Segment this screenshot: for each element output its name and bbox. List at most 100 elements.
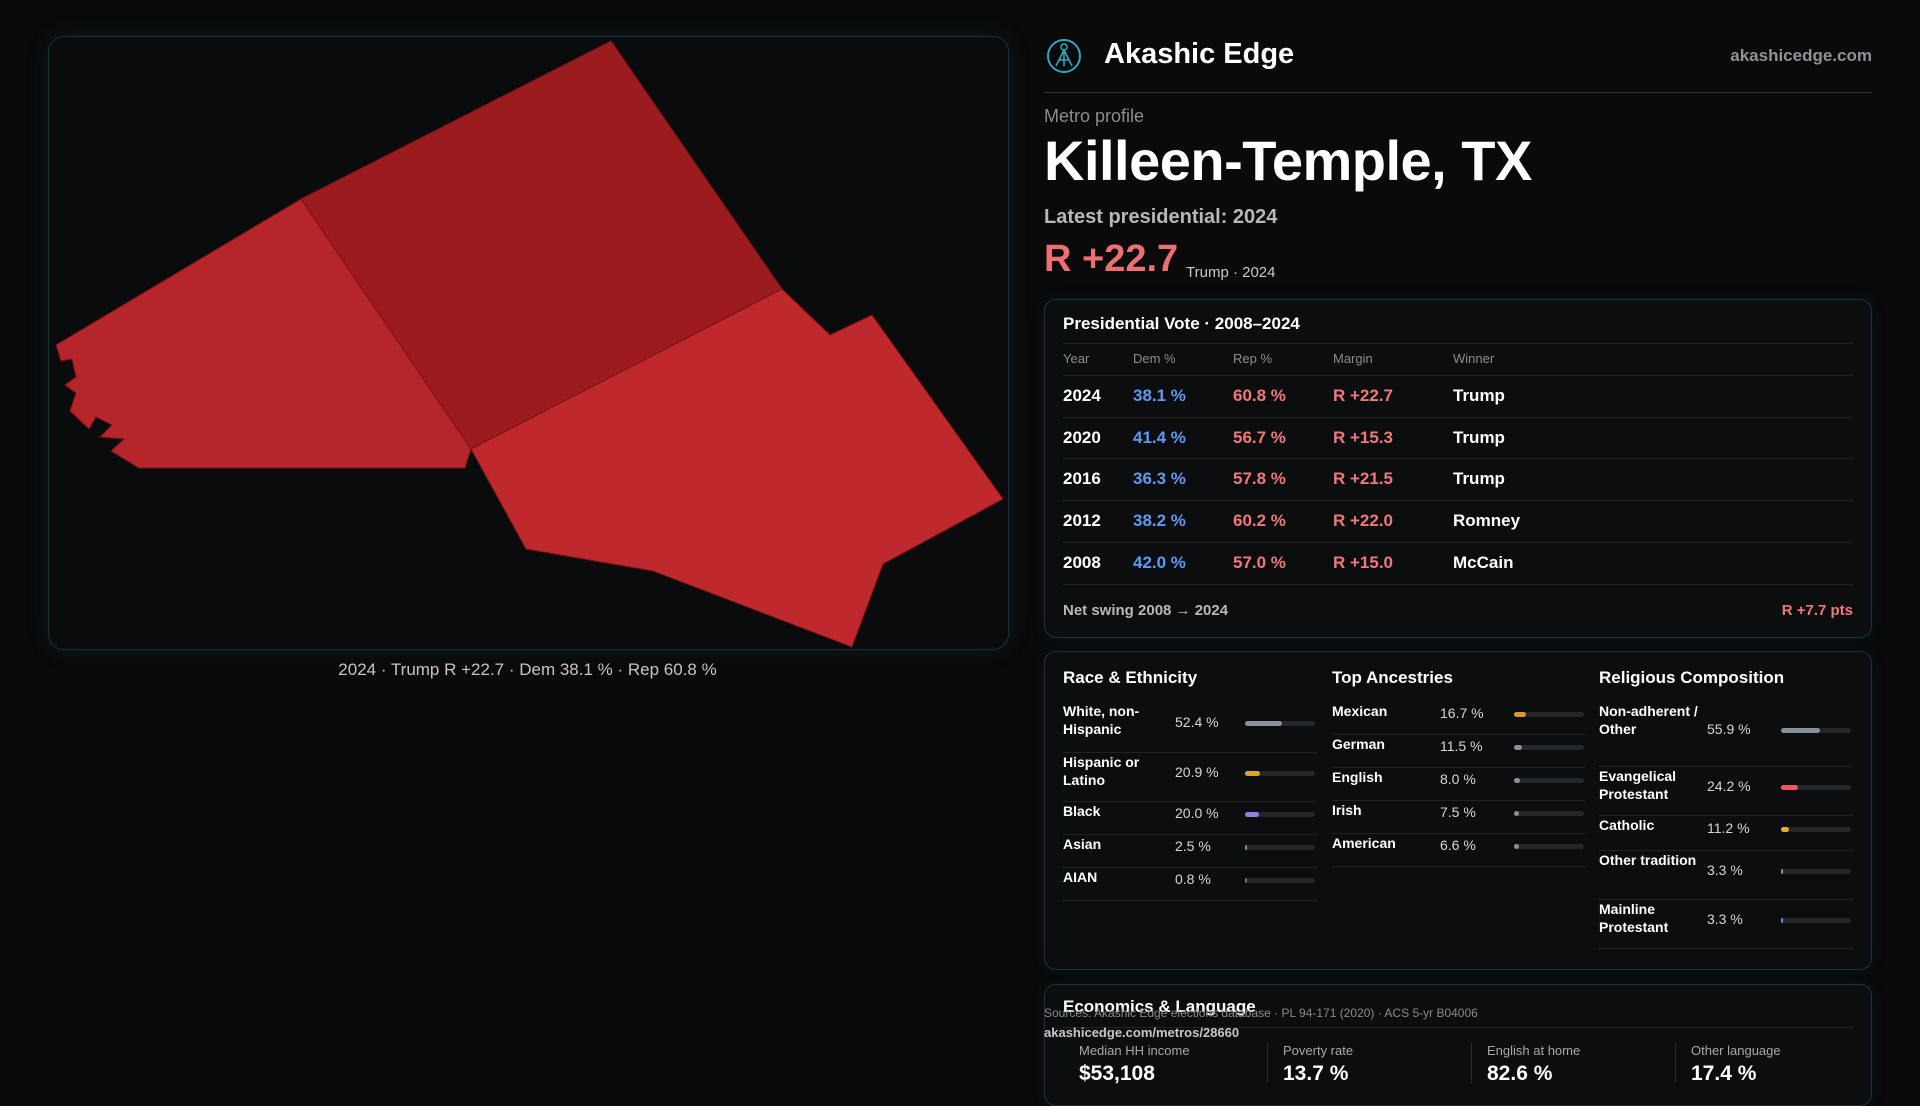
religion-row: Other tradition 3.3 %: [1599, 851, 1853, 900]
map-caption: 2024 · Trump R +22.7 · Dem 38.1 % · Rep …: [338, 660, 717, 679]
ancestry-bar-track: [1514, 843, 1584, 849]
divider: [1063, 1027, 1853, 1028]
cell-margin: R +22.0: [1333, 511, 1394, 530]
race-bar-track: [1245, 844, 1315, 850]
header-winner: Winner: [1453, 351, 1495, 366]
ancestry-row: Mexican 16.7 %: [1332, 702, 1586, 735]
race-label: White, non-Hispanic: [1063, 703, 1140, 737]
race-row: White, non-Hispanic 52.4 %: [1063, 702, 1317, 753]
map-panel[interactable]: [48, 36, 1009, 650]
county-shape-west[interactable]: [55, 198, 472, 469]
net-swing-value: R +7.7 pts: [1781, 602, 1853, 619]
latest-margin: R +22.7: [1044, 238, 1179, 280]
religion-label: Catholic: [1599, 817, 1655, 833]
ancestry-pct: 7.5 %: [1440, 804, 1476, 820]
race-row: Hispanic or Latino 20.9 %: [1063, 753, 1317, 802]
table-row: 2024 38.1 % 60.8 % R +22.7 Trump: [1063, 375, 1853, 417]
header-margin: Margin: [1333, 351, 1373, 366]
cell-dem: 38.1 %: [1133, 386, 1186, 405]
cell-rep: 56.7 %: [1233, 428, 1286, 447]
ancestry-row: American 6.6 %: [1332, 834, 1586, 867]
cell-winner: Romney: [1453, 511, 1521, 530]
cell-dem: 38.2 %: [1133, 511, 1186, 530]
economics-card: Economics & Language Median HH income $5…: [1044, 984, 1872, 1106]
race-row: AIAN 0.8 %: [1063, 868, 1317, 901]
table-row: 2020 41.4 % 56.7 % R +15.3 Trump: [1063, 417, 1853, 459]
page-url-link[interactable]: akashicedge.com/metros/28660: [1044, 1025, 1240, 1040]
religion-label: Non-adherent / Other: [1599, 703, 1698, 737]
stat-value: 13.7 %: [1283, 1062, 1349, 1085]
cell-winner: McCain: [1453, 553, 1514, 572]
stat-label: Poverty rate: [1283, 1043, 1354, 1058]
race-row: Black 20.0 %: [1063, 802, 1317, 835]
divider: [1471, 1043, 1472, 1083]
stat-label: Other language: [1691, 1043, 1781, 1058]
stat-label: English at home: [1487, 1043, 1581, 1058]
race-bar-fill: [1245, 720, 1282, 726]
header-year: Year: [1063, 351, 1090, 366]
religion-pct: 11.2 %: [1707, 820, 1750, 836]
vote-table-title: Presidential Vote · 2008–2024: [1063, 314, 1300, 333]
cell-winner: Trump: [1453, 469, 1505, 488]
stat-median-income: Median HH income $53,108: [1079, 1043, 1190, 1086]
cell-winner: Trump: [1453, 386, 1505, 405]
religion-bar-fill: [1781, 826, 1789, 832]
ancestry-bar-track: [1514, 711, 1584, 717]
stat-value: 82.6 %: [1487, 1062, 1553, 1085]
metro-map[interactable]: [49, 37, 1008, 649]
page-title: Killeen-Temple, TX: [1044, 129, 1532, 192]
religion-row: Catholic 11.2 %: [1599, 816, 1853, 851]
stat-value: $53,108: [1079, 1062, 1155, 1085]
header-dem: Dem %: [1133, 351, 1176, 366]
header-rep: Rep %: [1233, 351, 1273, 366]
ancestry-bar-track: [1514, 777, 1584, 783]
race-pct: 52.4 %: [1175, 714, 1219, 730]
race-pct: 20.9 %: [1175, 764, 1219, 780]
religion-pct: 55.9 %: [1707, 721, 1751, 737]
race-label: Black: [1063, 803, 1101, 819]
site-link[interactable]: akashicedge.com: [1730, 46, 1872, 65]
religion-bar-fill: [1781, 868, 1784, 874]
religion-bar-fill: [1781, 727, 1821, 733]
county-shape-south[interactable]: [470, 288, 1004, 648]
race-bar-fill: [1245, 770, 1260, 776]
latest-margin-sub: Trump · 2024: [1186, 264, 1276, 281]
cell-year: 2012: [1063, 511, 1101, 530]
cell-year: 2008: [1063, 553, 1101, 572]
religion-pct: 24.2 %: [1707, 778, 1751, 794]
ancestry-label: Mexican: [1332, 703, 1388, 719]
race-pct: 20.0 %: [1175, 805, 1219, 821]
ancestry-title: Top Ancestries: [1332, 668, 1453, 687]
cell-margin: R +15.3: [1333, 428, 1394, 447]
table-row: 2016 36.3 % 57.8 % R +21.5 Trump: [1063, 458, 1853, 500]
demographics-card: Race & Ethnicity White, non-Hispanic 52.4…: [1044, 651, 1872, 970]
religion-bar-track: [1781, 784, 1851, 790]
race-bar-fill: [1245, 877, 1247, 883]
race-pct: 0.8 %: [1175, 871, 1211, 887]
cell-dem: 36.3 %: [1133, 469, 1186, 488]
ancestry-bar-track: [1514, 744, 1584, 750]
vote-table-card: Presidential Vote · 2008–2024 Year Dem %…: [1044, 299, 1872, 638]
religion-bar-track: [1781, 917, 1851, 923]
net-swing-label: Net swing 2008 → 2024: [1063, 602, 1229, 619]
cell-dem: 41.4 %: [1133, 428, 1186, 447]
divider: [1063, 343, 1853, 344]
religion-label: Evangelical Protestant: [1599, 768, 1677, 802]
stat-poverty-rate: Poverty rate 13.7 %: [1283, 1043, 1353, 1086]
race-label: Asian: [1063, 836, 1102, 852]
race-label: AIAN: [1063, 869, 1098, 885]
race-bar-fill: [1245, 811, 1259, 817]
table-row: 2008 42.0 % 57.0 % R +15.0 McCain: [1063, 542, 1853, 585]
ancestry-bar-fill: [1514, 843, 1519, 849]
cell-margin: R +22.7: [1333, 386, 1394, 405]
race-bar-track: [1245, 720, 1315, 726]
stat-value: 17.4 %: [1691, 1062, 1757, 1085]
divider: [1267, 1043, 1268, 1083]
cell-rep: 60.2 %: [1233, 511, 1286, 530]
religion-pct: 3.3 %: [1707, 911, 1743, 927]
ancestry-bar-track: [1514, 810, 1584, 816]
latest-label: Latest presidential: 2024: [1044, 206, 1278, 228]
divider: [1675, 1043, 1676, 1083]
race-pct: 2.5 %: [1175, 838, 1211, 854]
brand-logo-icon: [1047, 39, 1081, 73]
